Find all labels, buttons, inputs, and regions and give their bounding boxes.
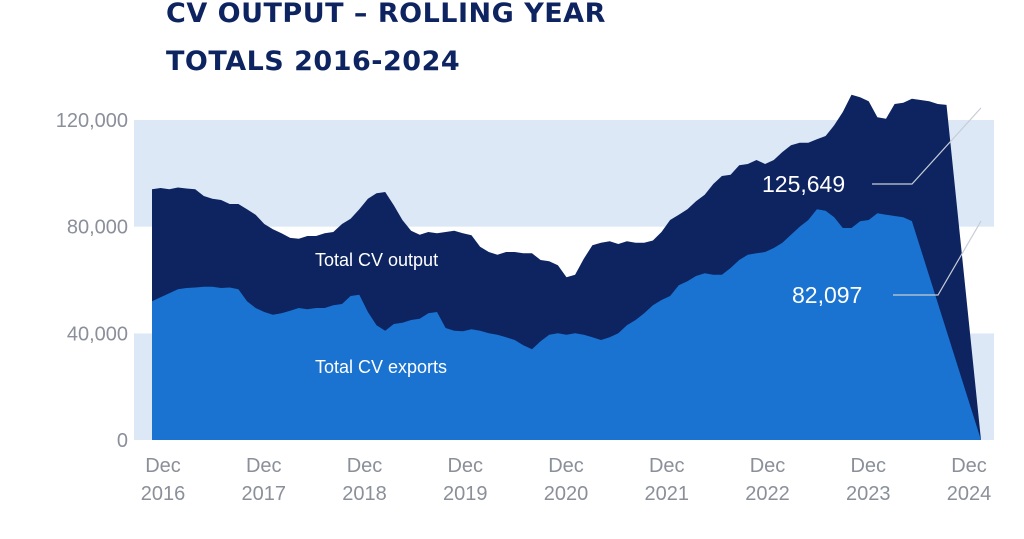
x-tick-label-year: 2018 [342,483,387,505]
annotation-leader-output [872,107,982,185]
annotation-value-exports: 82,097 [792,282,862,308]
x-tick-label-month: Dec [750,455,786,477]
y-tick-label: 80,000 [67,217,128,239]
annotation-value-output: 125,649 [762,171,845,197]
x-tick-label-year: 2024 [947,483,992,505]
x-tick-label-year: 2021 [645,483,690,505]
x-tick-label-year: 2019 [443,483,488,505]
x-tick-label-year: 2023 [846,483,891,505]
annotation-leader-exports [893,220,982,296]
chart-title-line-1: CV OUTPUT – ROLLING YEAR [166,0,606,29]
x-tick-label-month: Dec [145,455,181,477]
x-tick-label-month: Dec [548,455,584,477]
chart-title-line-2: TOTALS 2016-2024 [166,46,461,77]
y-tick-label: 120,000 [56,110,128,132]
x-tick-label-year: 2017 [242,483,287,505]
series-label-total-cv-exports: Total CV exports [315,357,447,377]
x-tick-label-month: Dec [951,455,987,477]
y-tick-label: 40,000 [67,323,128,345]
series-area-total-cv-exports [152,209,981,440]
x-tick-label-year: 2022 [745,483,790,505]
x-tick-label-year: 2016 [141,483,186,505]
x-tick-label-month: Dec [347,455,383,477]
x-tick-label-month: Dec [850,455,886,477]
x-tick-label-month: Dec [649,455,685,477]
x-tick-label-year: 2020 [544,483,589,505]
x-tick-label-month: Dec [246,455,282,477]
y-tick-label: 0 [117,430,128,452]
x-tick-label-month: Dec [447,455,483,477]
series-label-total-cv-output: Total CV output [315,250,438,270]
